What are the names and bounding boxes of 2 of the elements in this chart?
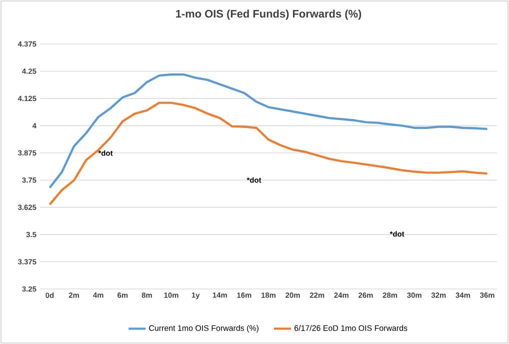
line-series [48,102,488,206]
chart-title: 1-mo OIS (Fed Funds) Forwards (%) [176,10,362,20]
